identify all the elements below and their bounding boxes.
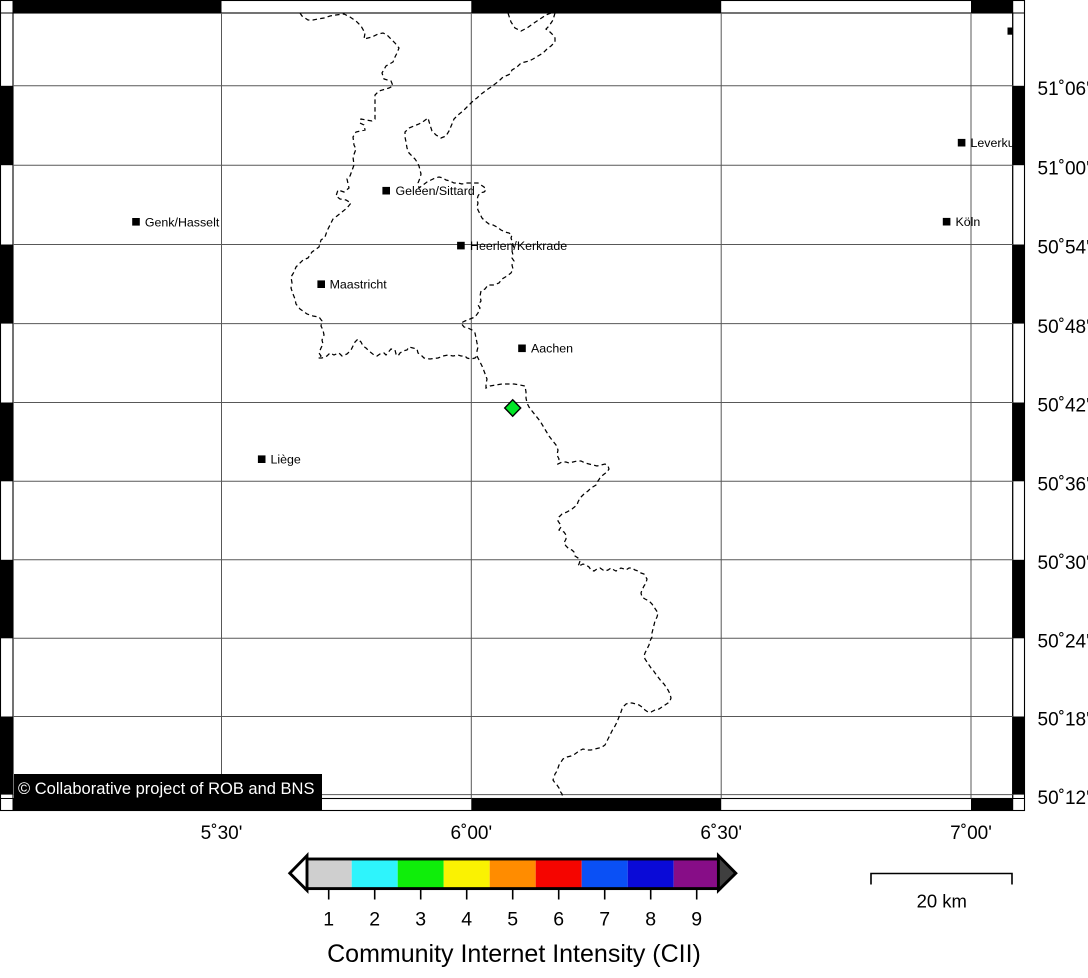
svg-text:6˚00': 6˚00' <box>450 823 492 844</box>
svg-text:Genk/Hasselt: Genk/Hasselt <box>145 215 220 229</box>
svg-text:50˚30': 50˚30' <box>1038 553 1088 574</box>
svg-text:50˚18': 50˚18' <box>1038 710 1088 731</box>
svg-text:50˚36': 50˚36' <box>1038 475 1088 496</box>
svg-text:6: 6 <box>553 909 564 931</box>
svg-text:Maastricht: Maastricht <box>330 277 388 291</box>
svg-text:6˚30': 6˚30' <box>700 823 742 844</box>
svg-text:50˚12': 50˚12' <box>1038 788 1088 809</box>
svg-text:3: 3 <box>415 909 426 931</box>
svg-text:2: 2 <box>369 909 380 931</box>
svg-text:© Collaborative project of ROB: © Collaborative project of ROB and BNS <box>18 780 314 798</box>
svg-text:7˚00': 7˚00' <box>950 823 992 844</box>
svg-text:5: 5 <box>507 909 518 931</box>
svg-text:5˚30': 5˚30' <box>201 823 243 844</box>
svg-text:Köln: Köln <box>956 215 981 229</box>
svg-text:9: 9 <box>691 909 702 931</box>
svg-text:50˚48': 50˚48' <box>1038 317 1088 338</box>
svg-text:Liège: Liège <box>271 452 301 466</box>
svg-text:51˚06': 51˚06' <box>1038 79 1088 100</box>
svg-text:50˚42': 50˚42' <box>1038 396 1088 417</box>
svg-text:Heerlen/Kerkrade: Heerlen/Kerkrade <box>470 239 567 253</box>
svg-text:Aachen: Aachen <box>531 342 573 356</box>
svg-text:50˚24': 50˚24' <box>1038 632 1088 653</box>
svg-text:8: 8 <box>645 909 656 931</box>
svg-text:50˚54': 50˚54' <box>1038 238 1088 259</box>
svg-text:1: 1 <box>323 909 334 931</box>
svg-text:Community Internet Intensity (: Community Internet Intensity (CII) <box>327 940 701 968</box>
svg-text:7: 7 <box>599 909 610 931</box>
svg-text:20 km: 20 km <box>917 891 967 912</box>
svg-text:51˚00': 51˚00' <box>1038 158 1088 179</box>
svg-text:4: 4 <box>461 909 472 931</box>
svg-text:Geleen/Sittard: Geleen/Sittard <box>396 184 475 198</box>
